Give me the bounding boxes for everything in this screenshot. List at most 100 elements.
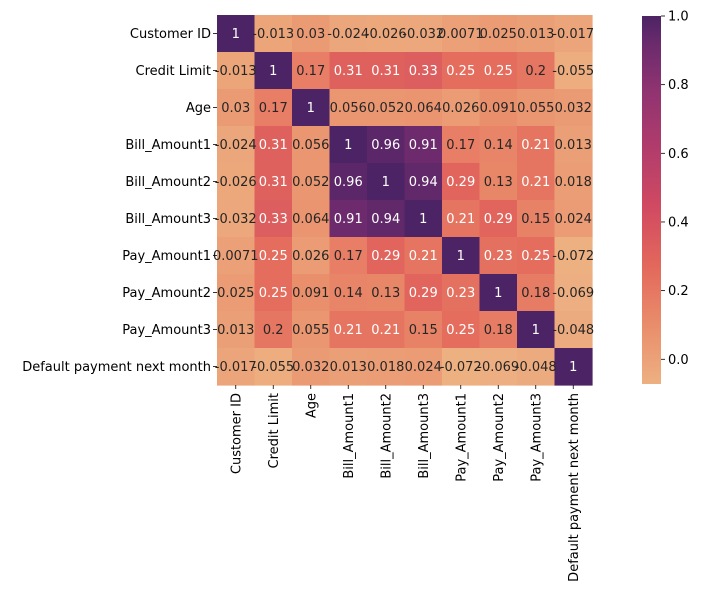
cell-annotation: 0.25 bbox=[259, 286, 288, 301]
cell-annotation: 1 bbox=[569, 360, 577, 375]
heatmap-cell bbox=[404, 15, 443, 53]
heatmap-cell bbox=[217, 348, 256, 386]
cell-annotation: 0.026 bbox=[292, 249, 329, 264]
cell-annotation: 0.064 bbox=[405, 101, 442, 116]
heatmap-cell bbox=[442, 348, 481, 386]
cell-annotation: -0.055 bbox=[552, 64, 594, 79]
heatmap-cell bbox=[554, 348, 593, 386]
heatmap-cell bbox=[329, 274, 368, 312]
heatmap-cell bbox=[217, 89, 256, 127]
colorbar-tick-label: 0.4 bbox=[668, 215, 689, 230]
x-tick-label: Pay_Amount1 bbox=[454, 393, 469, 482]
cell-annotation: -0.072 bbox=[440, 360, 482, 375]
heatmap-cell bbox=[217, 274, 256, 312]
x-tick-label: Pay_Amount2 bbox=[492, 393, 507, 482]
cell-annotation: 0.21 bbox=[409, 249, 438, 264]
y-axis-tick-labels: Customer ID Credit Limit Age Bill_Amount1 Bi… bbox=[22, 27, 217, 375]
heatmap-cell bbox=[554, 15, 593, 53]
cell-annotation: 0.18 bbox=[484, 323, 513, 338]
y-tick-label: Bill_Amount1 bbox=[125, 138, 211, 153]
cell-annotation: 0.091 bbox=[292, 286, 329, 301]
heatmap-cell bbox=[329, 348, 368, 386]
heatmap-cell bbox=[517, 274, 556, 312]
heatmap-cell bbox=[404, 126, 443, 164]
cell-annotation: -0.055 bbox=[252, 360, 294, 375]
cell-annotation: 0.29 bbox=[371, 249, 400, 264]
cell-annotation: 1 bbox=[532, 323, 540, 338]
x-tick-label: Customer ID bbox=[229, 393, 244, 474]
cell-annotation: 0.31 bbox=[259, 138, 288, 153]
cell-annotation: 0.03 bbox=[221, 101, 250, 116]
heatmap-cell bbox=[554, 237, 593, 275]
heatmap-cell bbox=[479, 52, 518, 90]
cell-annotation: 0.96 bbox=[371, 138, 400, 153]
heatmap-cell bbox=[292, 89, 331, 127]
heatmap-cell bbox=[554, 274, 593, 312]
heatmap-cell bbox=[554, 200, 593, 238]
heatmap-cell bbox=[367, 89, 406, 127]
y-tick-label: Bill_Amount2 bbox=[125, 175, 211, 190]
cell-annotation: 0.94 bbox=[409, 175, 438, 190]
heatmap-cell bbox=[404, 52, 443, 90]
heatmap-cell bbox=[554, 89, 593, 127]
x-axis-tick-labels: Customer ID Credit Limit Age Bill_Amount1 Bi… bbox=[229, 385, 582, 582]
heatmap-cell bbox=[517, 52, 556, 90]
cell-annotation: 0.013 bbox=[517, 27, 554, 42]
heatmap-cell bbox=[442, 52, 481, 90]
heatmap-cell bbox=[329, 89, 368, 127]
heatmap-cell bbox=[329, 126, 368, 164]
heatmap-cell bbox=[404, 311, 443, 349]
heatmap-cell bbox=[442, 15, 481, 53]
heatmap-cell bbox=[517, 348, 556, 386]
cell-annotation: 0.25 bbox=[484, 64, 513, 79]
heatmap-cell bbox=[517, 311, 556, 349]
heatmap-cell bbox=[404, 163, 443, 201]
heatmap-cell bbox=[292, 348, 331, 386]
heatmap-cell bbox=[404, 200, 443, 238]
x-tick-label: Pay_Amount3 bbox=[529, 393, 544, 482]
heatmap-cell bbox=[292, 311, 331, 349]
heatmap-cell bbox=[217, 200, 256, 238]
y-tick-label: Bill_Amount3 bbox=[125, 212, 211, 227]
colorbar-gradient bbox=[642, 16, 661, 384]
cell-annotation: 0.0071 bbox=[213, 249, 259, 264]
cell-annotation: 0.96 bbox=[334, 175, 363, 190]
heatmap-cell bbox=[329, 311, 368, 349]
cell-annotation: 0.15 bbox=[409, 323, 438, 338]
heatmap-cell bbox=[217, 163, 256, 201]
heatmap-cell bbox=[329, 52, 368, 90]
cell-annotation: 0.018 bbox=[555, 175, 592, 190]
cell-annotation: 0.33 bbox=[259, 212, 288, 227]
y-tick-label: Customer ID bbox=[130, 27, 211, 42]
cell-annotation: -0.069 bbox=[552, 286, 594, 301]
cell-annotation: 0.2 bbox=[525, 64, 546, 79]
heatmap-cell bbox=[442, 237, 481, 275]
cell-annotation: -0.072 bbox=[552, 249, 594, 264]
cell-annotation: 0.31 bbox=[371, 64, 400, 79]
cell-annotation: 0.25 bbox=[521, 249, 550, 264]
heatmap-cell bbox=[404, 274, 443, 312]
heatmap-cell bbox=[517, 163, 556, 201]
heatmap-cell bbox=[329, 163, 368, 201]
colorbar: 0.0 0.2 0.4 0.6 0.8 1.0 bbox=[642, 10, 689, 384]
heatmap-cell bbox=[479, 15, 518, 53]
cell-annotation: 0.056 bbox=[330, 101, 367, 116]
heatmap-cell bbox=[479, 163, 518, 201]
cell-annotation: -0.026 bbox=[215, 175, 257, 190]
heatmap-cell bbox=[254, 311, 293, 349]
heatmap-cell bbox=[292, 200, 331, 238]
heatmap-cell bbox=[442, 89, 481, 127]
heatmap-cell bbox=[517, 200, 556, 238]
cell-annotation: -0.069 bbox=[477, 360, 519, 375]
heatmap-cell bbox=[442, 163, 481, 201]
heatmap-cell bbox=[367, 237, 406, 275]
colorbar-tick-label: 0.8 bbox=[668, 78, 689, 93]
cell-annotation: -0.013 bbox=[252, 27, 294, 42]
heatmap-cell bbox=[292, 163, 331, 201]
heatmap-cell bbox=[479, 237, 518, 275]
x-tick-label: Bill_Amount1 bbox=[342, 393, 357, 479]
cell-annotation: 0.91 bbox=[409, 138, 438, 153]
heatmap-cell bbox=[254, 163, 293, 201]
cell-annotation: 0.31 bbox=[259, 175, 288, 190]
cell-annotation: -0.013 bbox=[215, 64, 257, 79]
